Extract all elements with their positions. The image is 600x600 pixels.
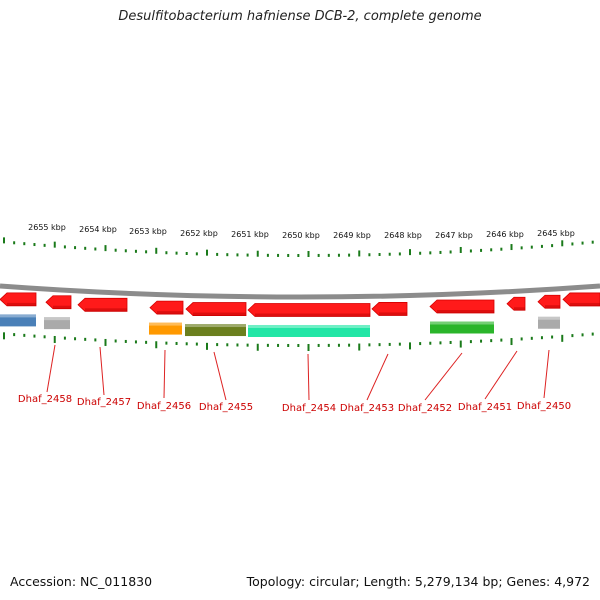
forward-strand-genes: [0, 292, 600, 317]
feature-bar: [44, 317, 70, 330]
feature-bar-highlight: [185, 324, 246, 328]
page-title: Desulfitobacterium hafniense DCB-2, comp…: [118, 9, 482, 24]
feature-bar-highlight: [538, 316, 560, 320]
kbp-label: 2646 kbp: [486, 230, 524, 239]
feature-bar: [149, 322, 182, 335]
label-leader: [484, 350, 518, 400]
gene-arrow-shade: [545, 305, 560, 309]
kbp-label: 2650 kbp: [282, 231, 320, 240]
label-leader: [543, 349, 550, 399]
gene-arrow: [537, 294, 561, 309]
gene-arrow: [149, 300, 184, 315]
gene-arrow-shade: [85, 308, 127, 312]
gene-arrow-shade: [193, 312, 246, 316]
feature-bar: [248, 324, 370, 337]
gene-arrow: [371, 302, 408, 316]
gene-label: Dhaf_2458: [18, 394, 72, 405]
label-leader: [307, 353, 310, 401]
gene-arrow-shade: [437, 310, 494, 314]
gene-arrow: [45, 295, 72, 310]
label-leader: [213, 351, 227, 401]
gene-arrow: [247, 303, 371, 317]
feature-bar: [538, 316, 560, 329]
gene-arrow: [562, 292, 600, 307]
gene-arrow: [185, 302, 247, 316]
kbp-label: 2651 kbp: [231, 230, 269, 239]
gene-label: Dhaf_2457: [77, 397, 131, 408]
gene-label: Dhaf_2450: [517, 401, 571, 412]
tick-row-bottom: [3, 332, 594, 351]
gene-label: Dhaf_2451: [458, 402, 512, 413]
kbp-label: 2645 kbp: [537, 229, 575, 238]
kbp-label: 2648 kbp: [384, 231, 422, 240]
label-leaders: [46, 344, 550, 401]
feature-bar-highlight: [430, 321, 494, 325]
kbp-label-row: 2655 kbp 2654 kbp 2653 kbp 2652 kbp 2651…: [28, 223, 575, 240]
gene-label: Dhaf_2456: [137, 401, 191, 412]
gene-arrow: [506, 296, 526, 311]
gene-arrow-shade: [157, 311, 183, 315]
tick-row-top: [3, 237, 594, 257]
gene-arrow-shade: [379, 312, 407, 316]
gene-arrow-shade: [255, 313, 370, 317]
gene-arrow-shade: [570, 302, 600, 306]
label-leader: [99, 346, 105, 396]
feature-bar: [185, 324, 246, 337]
label-leader: [163, 349, 166, 399]
kbp-label: 2647 kbp: [435, 231, 473, 240]
footer: Accession: NC_011830 Topology: circular;…: [0, 574, 600, 592]
feature-bar-highlight: [149, 322, 182, 326]
feature-bars: [0, 314, 560, 337]
feature-bar-highlight: [44, 317, 70, 321]
gene-label-row: Dhaf_2458 Dhaf_2457 Dhaf_2456 Dhaf_2455 …: [18, 394, 571, 414]
kbp-label: 2655 kbp: [28, 223, 66, 232]
kbp-label: 2654 kbp: [79, 225, 117, 234]
gene-arrow-shade: [7, 302, 36, 306]
kbp-label: 2653 kbp: [129, 227, 167, 236]
genome-backbone: [0, 283, 600, 300]
feature-bar: [430, 321, 494, 334]
feature-bar: [0, 314, 36, 327]
gene-arrow-shade: [53, 305, 71, 309]
label-leader: [424, 352, 463, 401]
label-leader: [366, 353, 389, 401]
gene-label: Dhaf_2454: [282, 403, 336, 414]
accession-text: Accession: NC_011830: [10, 574, 153, 589]
genome-summary-text: Topology: circular; Length: 5,279,134 bp…: [246, 574, 590, 589]
label-leader: [46, 344, 56, 393]
kbp-label: 2652 kbp: [180, 229, 218, 238]
kbp-label: 2649 kbp: [333, 231, 371, 240]
gene-arrow: [429, 299, 495, 314]
gene-label: Dhaf_2455: [199, 402, 253, 413]
feature-bar-highlight: [248, 324, 370, 328]
gene-arrow: [0, 292, 37, 307]
gene-arrow: [77, 297, 128, 312]
feature-bar-highlight: [0, 314, 36, 318]
gene-label: Dhaf_2453: [340, 403, 394, 414]
gene-label: Dhaf_2452: [398, 403, 452, 414]
gene-arrow-shade: [514, 307, 525, 311]
